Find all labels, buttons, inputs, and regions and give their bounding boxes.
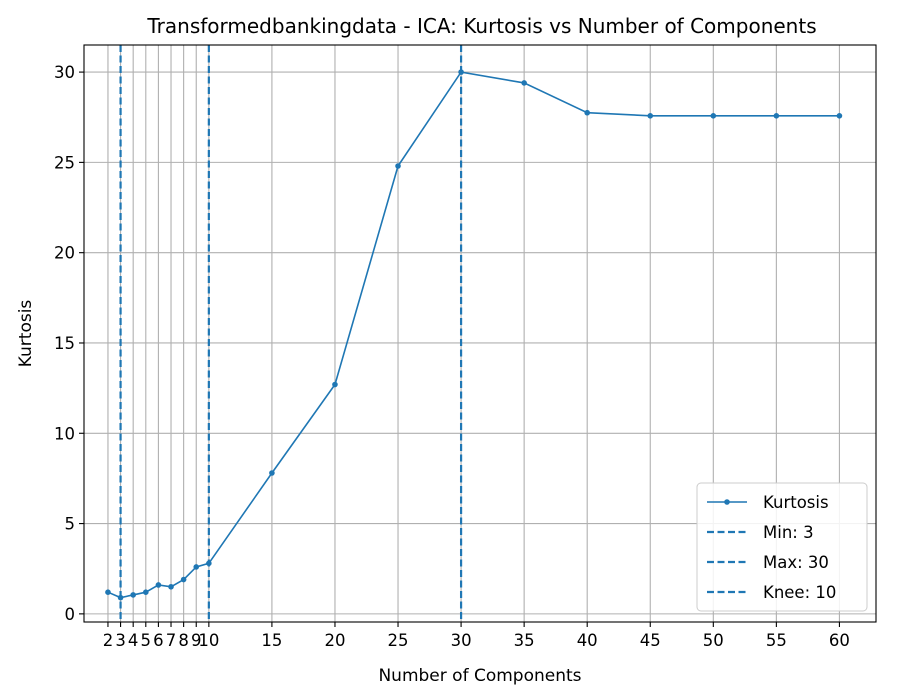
x-tick-label: 8 xyxy=(178,631,189,650)
data-point xyxy=(142,589,149,596)
x-tick-label: 4 xyxy=(128,631,139,650)
y-tick-label: 15 xyxy=(54,334,75,353)
x-tick-label: 35 xyxy=(514,631,535,650)
legend-label: Min: 3 xyxy=(763,523,814,542)
x-tick-label: 10 xyxy=(198,631,219,650)
x-tick-label: 9 xyxy=(191,631,202,650)
x-tick-label: 55 xyxy=(766,631,787,650)
chart-title: Transformedbankingdata - ICA: Kurtosis v… xyxy=(146,14,816,38)
data-point xyxy=(180,576,187,583)
x-tick-label: 60 xyxy=(829,631,850,650)
y-tick-label: 20 xyxy=(54,244,75,263)
data-point xyxy=(836,112,843,119)
data-point xyxy=(584,109,590,116)
legend-box xyxy=(696,482,868,612)
data-point xyxy=(206,560,212,567)
y-tick-label: 5 xyxy=(65,515,76,534)
data-point xyxy=(130,592,136,598)
y-tick-label: 10 xyxy=(54,424,75,443)
legend-swatch-marker xyxy=(724,499,730,505)
data-point xyxy=(395,163,401,169)
data-point xyxy=(269,470,275,476)
data-point xyxy=(647,112,654,119)
y-tick-label: 25 xyxy=(54,153,75,172)
x-tick-label: 7 xyxy=(166,631,177,650)
legend: Kurtosis Min: 3 Max: 30 Knee: 10 xyxy=(696,482,868,612)
y-axis-label: Kurtosis xyxy=(16,300,36,368)
x-tick-label: 25 xyxy=(388,631,409,650)
data-point xyxy=(168,583,174,590)
legend-label: Max: 30 xyxy=(763,553,829,572)
data-point xyxy=(193,564,200,570)
x-tick-label: 45 xyxy=(640,631,661,650)
x-tick-label: 5 xyxy=(141,631,152,650)
x-tick-label: 15 xyxy=(261,631,282,650)
data-point xyxy=(117,594,124,601)
y-tick-label: 0 xyxy=(65,605,76,624)
legend-label: Knee: 10 xyxy=(763,583,836,602)
x-axis: 2 3 4 5 6 7 8 910 15 20 25 30 35 40 45 50 55 60 xyxy=(103,622,850,650)
data-point xyxy=(155,582,162,588)
x-tick-label: 3 xyxy=(115,631,126,650)
x-tick-label: 20 xyxy=(324,631,345,650)
data-point xyxy=(458,69,464,75)
x-tick-label: 6 xyxy=(153,631,164,650)
y-axis: 0 5 10 15 20 25 30 xyxy=(54,63,84,624)
y-tick-label: 30 xyxy=(54,63,75,82)
x-tick-label: 40 xyxy=(577,631,598,650)
series-layer xyxy=(105,69,843,601)
data-point xyxy=(710,112,717,119)
x-axis-label: Number of Components xyxy=(378,666,581,686)
data-point xyxy=(521,80,527,86)
x-tick-label: 2 xyxy=(103,631,114,650)
reference-lines xyxy=(119,45,463,622)
x-tick-label: 30 xyxy=(451,631,472,650)
x-tick-label: 50 xyxy=(703,631,724,650)
legend-label: Kurtosis xyxy=(763,493,829,512)
data-point xyxy=(332,381,338,388)
data-point xyxy=(773,112,780,119)
data-point xyxy=(105,589,111,596)
plot-frame xyxy=(83,44,877,623)
